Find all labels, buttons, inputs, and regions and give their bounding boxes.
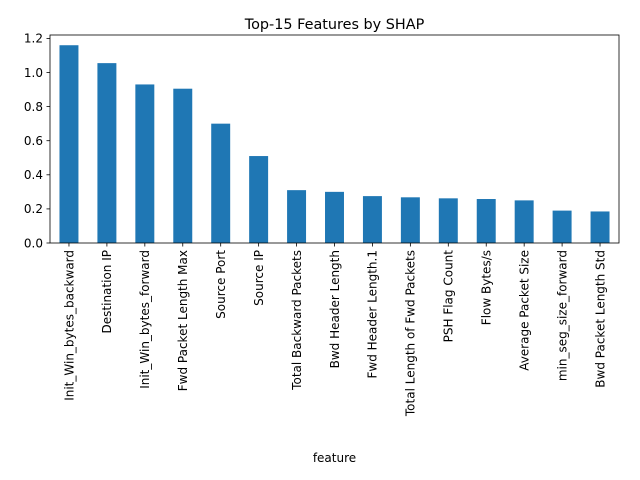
x-tick-label: Fwd Packet Length Max [176,250,190,391]
bar-8 [362,196,382,243]
y-tick-label: 0.6 [24,134,43,148]
y-tick-label: 1.0 [24,66,43,80]
bar-3 [173,88,193,243]
y-tick-label: 1.2 [24,32,43,46]
x-tick-label: Bwd Header Length [328,250,342,368]
x-tick-label: Flow Bytes/s [480,250,494,325]
bar-13 [552,210,572,243]
x-axis-label: feature [313,451,356,465]
bar-4 [211,123,231,243]
bar-7 [325,191,344,243]
x-axis: Init_Win_bytes_backward Destination IP Ini… [62,243,607,417]
x-tick-label: Total Backward Packets [290,250,304,391]
x-tick-label: PSH Flag Count [442,250,456,343]
x-tick-label: min_seg_size_forward [555,250,569,381]
x-tick-label: Init_Win_bytes_forward [138,250,152,389]
x-tick-label: Destination IP [100,250,114,333]
bar-9 [400,197,420,243]
bar-12 [514,200,534,243]
bars-group [59,45,610,243]
y-tick-label: 0.8 [24,100,43,114]
x-tick-label: Bwd Packet Length Std [593,250,607,388]
bar-5 [249,156,269,243]
x-tick-label: Average Packet Size [517,250,531,371]
x-tick-label: Source IP [252,250,266,306]
plot-frame [49,34,620,244]
bar-1 [97,63,117,243]
bar-14 [590,211,610,243]
x-tick-label: Fwd Header Length.1 [366,250,380,379]
x-tick-label: Total Length of Fwd Packets [404,250,418,417]
x-tick-label: Init_Win_bytes_backward [62,250,76,401]
y-tick-label: 0.4 [24,168,43,182]
x-tick-label: Source Port [214,250,228,319]
bar-2 [135,84,155,243]
bar-6 [287,190,307,243]
y-tick-label: 0.0 [24,236,43,250]
bar-10 [438,198,458,243]
chart-title: Top-15 Features by SHAP [244,17,425,33]
bar-11 [476,199,496,243]
y-tick-label: 0.2 [24,202,43,216]
y-axis: 0.0 0.2 0.4 0.6 0.8 1.0 1.2 [24,32,50,250]
bar-0 [59,45,79,243]
